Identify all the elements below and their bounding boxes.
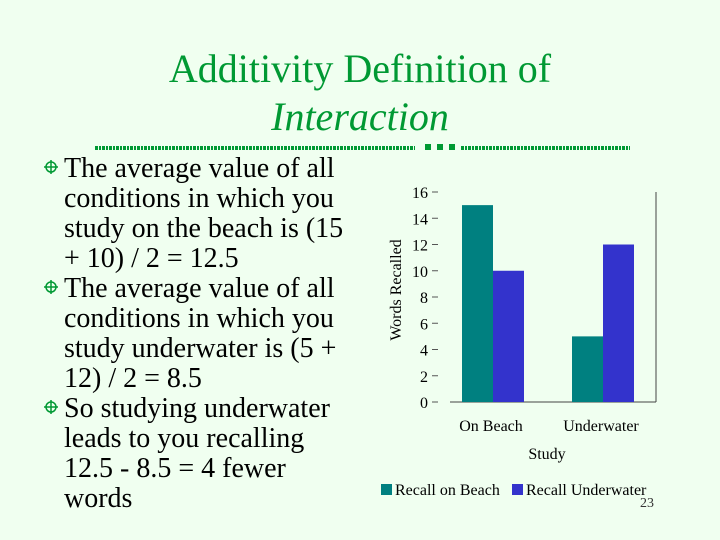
legend-swatch	[512, 484, 523, 495]
crosshair-bullet-icon	[44, 280, 58, 294]
bullet-list: The average value of all conditions in w…	[44, 154, 359, 514]
bullet-text: The average value of all conditions in w…	[64, 153, 344, 274]
bullet-text: The average value of all conditions in w…	[64, 273, 337, 394]
crosshair-bullet-icon	[44, 400, 58, 414]
y-tick-label: 12	[412, 238, 428, 255]
title-divider	[95, 144, 630, 150]
bullet-item: The average value of all conditions in w…	[44, 154, 359, 274]
crosshair-bullet-icon	[44, 160, 58, 174]
legend-label: Recall on Beach	[395, 482, 500, 499]
bullet-text: So studying underwater leads to you reca…	[64, 393, 330, 514]
bullet-item: So studying underwater leads to you reca…	[44, 394, 359, 514]
x-tick-label: On Beach	[459, 418, 523, 435]
y-tick-label: 10	[412, 264, 428, 281]
legend-label: Recall Underwater	[526, 482, 647, 499]
y-tick-label: 6	[420, 316, 428, 333]
y-tick-label: 14	[412, 211, 428, 228]
y-tick-label: 0	[420, 395, 428, 412]
x-axis-title: Study	[528, 446, 565, 463]
bar-recall-on-beach-on-beach	[462, 205, 493, 402]
slide-title-line-2: Interaction	[271, 94, 449, 139]
legend-swatch	[381, 484, 392, 495]
y-tick-label: 8	[420, 290, 428, 307]
bar-recall-on-beach-underwater	[572, 336, 603, 402]
bar-recall-underwater-underwater	[603, 244, 634, 402]
slide-number: 23	[640, 496, 654, 511]
y-tick-label: 2	[420, 369, 428, 386]
y-axis-title: Words Recalled	[388, 239, 405, 340]
bullet-item: The average value of all conditions in w…	[44, 274, 359, 394]
bar-recall-underwater-on-beach	[493, 270, 524, 402]
y-tick-label: 4	[420, 343, 428, 360]
x-tick-label: Underwater	[563, 418, 639, 435]
slide-title-line-1: Additivity Definition of	[168, 46, 552, 91]
y-tick-label: 16	[412, 185, 428, 202]
